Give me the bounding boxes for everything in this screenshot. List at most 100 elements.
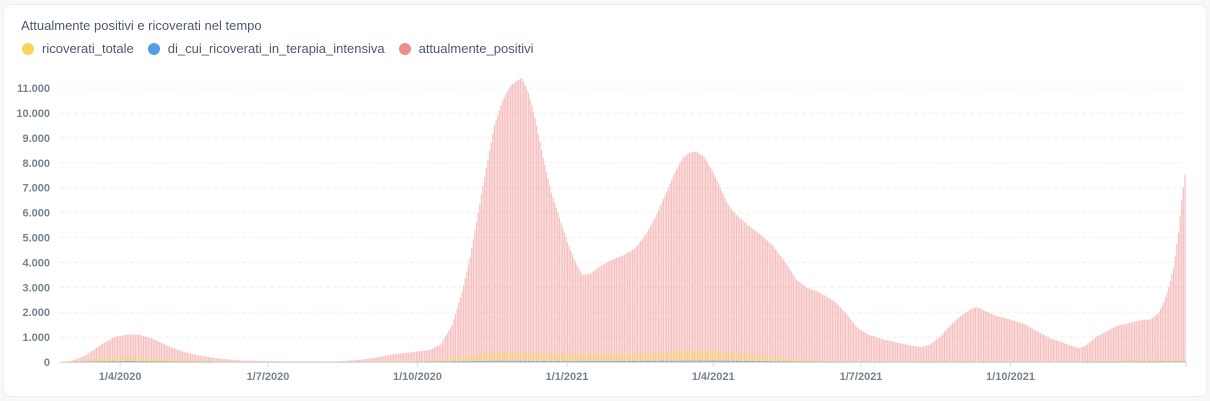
y-tick-label: 4.000	[22, 257, 50, 269]
bar-attualmente-positivi	[617, 257, 619, 362]
bar-ricoverati-totale	[176, 359, 179, 362]
bar-terapia-intensiva	[526, 360, 528, 362]
bar-attualmente-positivi	[1179, 216, 1181, 362]
bar-ricoverati-totale	[750, 354, 752, 362]
bar-ricoverati-totale	[201, 361, 203, 362]
bar-ricoverati-totale	[779, 357, 782, 362]
bar-attualmente-positivi	[1166, 292, 1168, 362]
legend-item-ricoverati-totale[interactable]: ricoverati_totale	[22, 41, 134, 56]
bar-attualmente-positivi	[602, 264, 604, 362]
bar-ricoverati-totale	[797, 359, 799, 362]
bar-attualmente-positivi	[534, 117, 536, 362]
bar-attualmente-positivi	[791, 272, 793, 362]
bar-attualmente-positivi	[924, 346, 926, 362]
bar-terapia-intensiva	[498, 360, 500, 362]
bar-ricoverati-totale	[462, 356, 465, 362]
bar-ricoverati-totale	[1106, 360, 1108, 362]
bar-terapia-intensiva	[462, 361, 465, 362]
bar-ricoverati-totale	[1083, 361, 1085, 362]
bar-terapia-intensiva	[552, 361, 554, 362]
bar-terapia-intensiva	[638, 360, 640, 362]
bar-ricoverati-totale	[102, 357, 104, 362]
bar-terapia-intensiva	[739, 360, 741, 362]
bar-terapia-intensiva	[529, 360, 531, 362]
bar-terapia-intensiva	[558, 361, 561, 362]
bar-terapia-intensiva	[488, 360, 491, 362]
bar-terapia-intensiva	[792, 361, 795, 362]
bar-terapia-intensiva	[537, 360, 539, 362]
bar-attualmente-positivi	[557, 212, 559, 362]
bar-ricoverati-totale	[1109, 360, 1111, 362]
bar-ricoverati-totale	[501, 352, 504, 362]
bar-ricoverati-totale	[872, 361, 874, 362]
bar-attualmente-positivi	[1080, 347, 1082, 362]
bar-ricoverati-totale	[110, 356, 112, 362]
bar-terapia-intensiva	[523, 360, 525, 362]
bar-attualmente-positivi	[113, 337, 115, 362]
legend-item-attualmente-positivi[interactable]: attualmente_positivi	[398, 41, 534, 56]
bar-attualmente-positivi	[869, 335, 871, 362]
bar-ricoverati-totale	[212, 361, 214, 362]
bar-attualmente-positivi	[947, 328, 949, 362]
bar-attualmente-positivi	[1017, 321, 1019, 362]
bar-ricoverati-totale	[943, 360, 946, 362]
bar-terapia-intensiva	[675, 360, 678, 362]
bar-terapia-intensiva	[696, 360, 699, 362]
bar-ricoverati-totale	[425, 360, 427, 362]
bar-ricoverati-totale	[527, 352, 530, 362]
bar-attualmente-positivi	[640, 241, 642, 362]
bar-attualmente-positivi	[513, 83, 515, 363]
bar-attualmente-positivi	[484, 176, 486, 362]
bar-terapia-intensiva	[107, 361, 109, 362]
bar-ricoverati-totale	[219, 361, 221, 362]
bar-ricoverati-totale	[640, 354, 642, 362]
bar-ricoverati-totale	[919, 361, 921, 362]
bar-attualmente-positivi	[505, 94, 507, 362]
bar-attualmente-positivi	[376, 357, 379, 362]
bar-ricoverati-totale	[1034, 361, 1037, 362]
bar-ricoverati-totale	[453, 357, 455, 362]
bar-ricoverati-totale	[66, 361, 68, 362]
bar-attualmente-positivi	[1098, 335, 1100, 362]
bar-attualmente-positivi	[934, 340, 936, 362]
bar-attualmente-positivi	[961, 314, 963, 362]
bar-terapia-intensiva	[698, 360, 700, 362]
bar-attualmente-positivi	[698, 153, 700, 362]
bar-ricoverati-totale	[922, 361, 924, 362]
legend-item-terapia-intensiva[interactable]: di_cui_ricoverati_in_terapia_intensiva	[147, 41, 385, 56]
bar-ricoverati-totale	[830, 361, 832, 362]
bar-terapia-intensiva	[729, 360, 731, 362]
bar-ricoverati-totale	[498, 352, 500, 362]
bar-terapia-intensiva	[768, 361, 770, 362]
bar-attualmente-positivi	[966, 311, 968, 362]
bar-terapia-intensiva	[152, 361, 154, 362]
bar-terapia-intensiva	[511, 360, 513, 362]
bar-attualmente-positivi	[544, 164, 546, 362]
bar-ricoverati-totale	[1140, 359, 1142, 362]
bar-terapia-intensiva	[540, 360, 543, 362]
bar-attualmente-positivi	[1169, 280, 1171, 362]
bar-ricoverati-totale	[669, 351, 671, 362]
bar-attualmente-positivi	[1116, 325, 1118, 362]
bar-attualmente-positivi	[425, 350, 427, 362]
bar-attualmente-positivi	[100, 344, 102, 362]
bar-ricoverati-totale	[602, 354, 604, 362]
bar-ricoverati-totale	[1166, 358, 1168, 362]
bar-ricoverati-totale	[415, 361, 418, 362]
bar-attualmente-positivi	[609, 260, 611, 362]
bar-attualmente-positivi	[773, 247, 775, 362]
bar-ricoverati-totale	[209, 361, 211, 362]
bar-terapia-intensiva	[783, 361, 785, 362]
bar-ricoverati-totale	[105, 357, 107, 362]
bar-ricoverati-totale	[1073, 361, 1076, 362]
bar-attualmente-positivi	[794, 277, 796, 362]
bar-terapia-intensiva	[612, 360, 614, 362]
bar-attualmente-positivi	[968, 310, 970, 362]
bar-terapia-intensiva	[633, 360, 635, 362]
bar-attualmente-positivi	[1127, 323, 1129, 362]
bar-attualmente-positivi	[786, 264, 788, 362]
bar-ricoverati-totale	[136, 356, 138, 362]
bar-terapia-intensiva	[518, 360, 520, 362]
bar-terapia-intensiva	[149, 361, 151, 362]
bar-attualmente-positivi	[1082, 346, 1084, 362]
